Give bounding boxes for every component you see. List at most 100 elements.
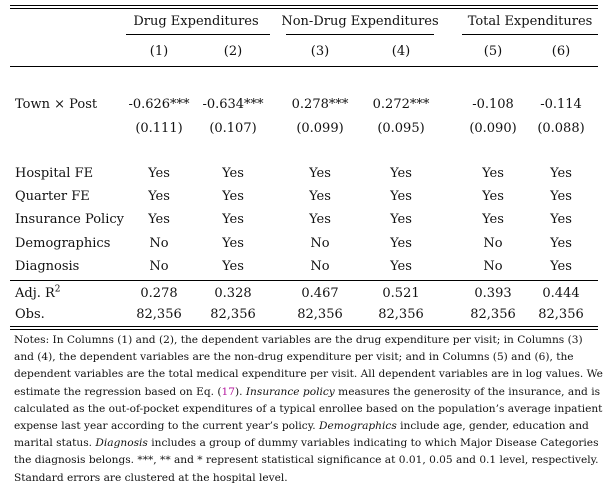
table-notes: Notes: In Columns (1) and (2), the depen… <box>14 332 603 487</box>
notes-line-6: expense last year according to the curre… <box>14 418 602 435</box>
column-header-1: (1) <box>149 44 169 59</box>
coef-col-6: -0.114 <box>540 97 582 112</box>
quarter-fe-col-4: Yes <box>390 189 412 204</box>
se-col-4: (0.095) <box>377 121 425 136</box>
quarter-fe-col-5: Yes <box>482 189 504 204</box>
row-label-hospital-fe: Hospital FE <box>15 166 94 181</box>
notes-line-6-a: expense last year according to the curre… <box>14 420 316 433</box>
column-header-6: (6) <box>551 44 571 59</box>
hospital-fe-col-5: Yes <box>482 166 504 181</box>
header-rule <box>10 66 598 67</box>
quarter-fe-col-1: Yes <box>148 189 170 204</box>
group-header-nondrug: Non-Drug Expenditures <box>281 14 439 29</box>
notes-line-1: Notes: In Columns (1) and (2), the depen… <box>14 334 583 346</box>
hospital-fe-col-1: Yes <box>148 166 170 181</box>
hospital-fe-col-3: Yes <box>309 166 331 181</box>
notes-line-9: Standard errors are clustered at the hos… <box>14 471 288 484</box>
column-header-5: (5) <box>483 44 503 59</box>
coef-col-2: -0.634*** <box>202 97 264 112</box>
adj-r2-col-1: 0.278 <box>140 286 178 301</box>
coef-col-1: -0.626*** <box>128 97 190 112</box>
top-rule <box>10 5 598 6</box>
hospital-fe-col-2: Yes <box>222 166 244 181</box>
insurance-policy-col-3: Yes <box>309 212 331 227</box>
obs-col-3: 82,356 <box>297 307 343 322</box>
group-underline-total <box>462 34 598 35</box>
se-col-1: (0.111) <box>135 121 183 136</box>
se-col-3: (0.099) <box>296 121 344 136</box>
notes-line-4-b: ). <box>235 385 246 398</box>
notes-line-2: and (4), the dependent variables are the… <box>14 351 574 364</box>
coef-col-5: -0.108 <box>472 97 514 112</box>
notes-line-4: estimate the regression based on Eq. (17… <box>14 384 602 401</box>
notes-line-6-b: include age, gender, education and <box>396 420 589 433</box>
diagnosis-col-4: Yes <box>390 259 412 274</box>
notes-insurance-policy-term: Insurance policy <box>245 385 335 398</box>
quarter-fe-col-2: Yes <box>222 189 244 204</box>
equation-reference-link[interactable]: 17 <box>221 385 235 398</box>
obs-col-5: 82,356 <box>470 307 516 322</box>
insurance-policy-col-6: Yes <box>550 212 572 227</box>
coef-col-3: 0.278*** <box>291 97 349 112</box>
group-underline-nondrug <box>286 34 434 35</box>
notes-line-7: marital status. Diagnosis includes a gro… <box>14 435 602 452</box>
insurance-policy-col-1: Yes <box>148 212 170 227</box>
adj-r2-col-3: 0.467 <box>301 286 339 301</box>
insurance-policy-col-5: Yes <box>482 212 504 227</box>
column-header-4: (4) <box>391 44 411 59</box>
row-label-obs: Obs. <box>15 307 45 322</box>
demographics-col-1: No <box>149 236 169 251</box>
notes-line-7-b: includes a group of dummy variables indi… <box>147 437 599 450</box>
obs-col-1: 82,356 <box>136 307 182 322</box>
diagnosis-col-5: No <box>483 259 503 274</box>
adj-r2-col-2: 0.328 <box>214 286 252 301</box>
row-label-quarter-fe: Quarter FE <box>15 189 90 204</box>
row-label-adj-r2: Adj. R2 <box>15 284 61 302</box>
column-header-2: (2) <box>223 44 243 59</box>
notes-line-8: the diagnosis belongs. ***, ** and * rep… <box>14 454 599 467</box>
group-header-total: Total Expenditures <box>467 14 593 29</box>
column-header-3: (3) <box>310 44 330 59</box>
notes-line-5: calculated as the out-of-pocket expendit… <box>14 402 603 415</box>
row-label-demographics: Demographics <box>15 236 111 251</box>
adj-r2-superscript: 2 <box>54 284 61 295</box>
demographics-col-4: Yes <box>390 236 412 251</box>
adj-r2-col-4: 0.521 <box>382 286 420 301</box>
se-col-5: (0.090) <box>469 121 517 136</box>
group-underline-drug <box>126 34 270 35</box>
obs-col-2: 82,356 <box>210 307 256 322</box>
notes-line-4-c: measures the generosity of the insurance… <box>334 385 601 398</box>
insurance-policy-col-2: Yes <box>222 212 244 227</box>
diagnosis-col-2: Yes <box>222 259 244 274</box>
group-header-drug: Drug Expenditures <box>133 14 259 29</box>
demographics-col-2: Yes <box>222 236 244 251</box>
row-label-diagnosis: Diagnosis <box>15 259 80 274</box>
obs-col-4: 82,356 <box>378 307 424 322</box>
notes-diagnosis-term: Diagnosis <box>95 437 148 450</box>
notes-line-4-a: estimate the regression based on Eq. ( <box>14 385 222 398</box>
adj-r2-col-5: 0.393 <box>474 286 512 301</box>
hospital-fe-col-6: Yes <box>550 166 572 181</box>
obs-col-6: 82,356 <box>538 307 584 322</box>
quarter-fe-col-6: Yes <box>550 189 572 204</box>
row-label-town-post: Town × Post <box>15 97 98 112</box>
adj-r2-label: Adj. R <box>15 286 55 301</box>
notes-line-3: dependent variables are the total medica… <box>14 368 603 381</box>
demographics-col-5: No <box>483 236 503 251</box>
diagnosis-col-6: Yes <box>550 259 572 274</box>
bottom-rule-2 <box>10 329 598 330</box>
demographics-col-3: No <box>310 236 330 251</box>
top-rule-2 <box>10 8 598 9</box>
diagnosis-col-3: No <box>310 259 330 274</box>
row-label-insurance-policy: Insurance Policy <box>15 212 124 227</box>
demographics-col-6: Yes <box>550 236 572 251</box>
se-col-2: (0.107) <box>209 121 257 136</box>
stats-rule <box>10 280 598 281</box>
quarter-fe-col-3: Yes <box>309 189 331 204</box>
notes-line-7-a: marital status. <box>14 437 93 450</box>
se-col-6: (0.088) <box>537 121 585 136</box>
hospital-fe-col-4: Yes <box>390 166 412 181</box>
notes-demographics-term: Demographics <box>319 420 397 433</box>
coef-col-4: 0.272*** <box>372 97 430 112</box>
